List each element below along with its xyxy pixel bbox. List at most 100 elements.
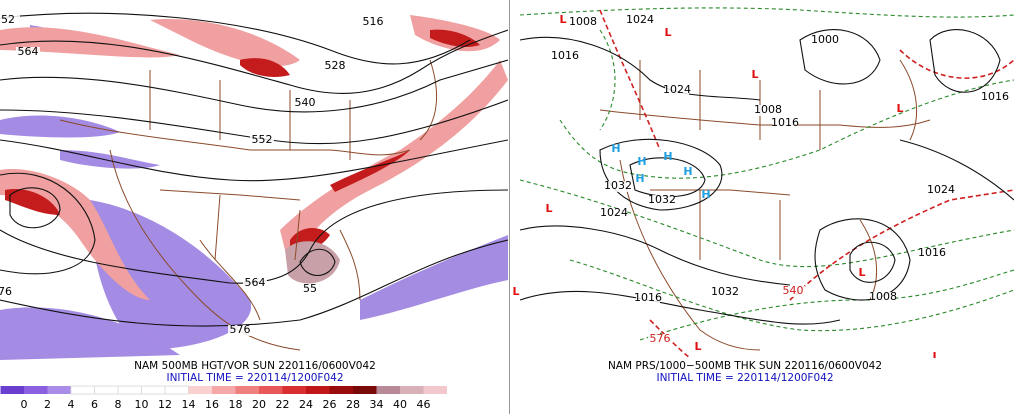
initial-time: INITIAL TIME = 220114/1200F042 (166, 372, 343, 384)
contour-label: 52 (1, 13, 15, 26)
label-bg (323, 61, 347, 72)
colorbar-swatch (188, 386, 212, 394)
contour-label: 576 (650, 332, 671, 345)
label-bg (293, 98, 317, 109)
colorbar-swatch (282, 386, 306, 394)
colorbar-swatch (0, 386, 24, 394)
contour-label: 564 (18, 45, 39, 58)
colorbar-label: 40 (393, 398, 407, 411)
caption: NAM PRS/1000−500MB THK SUN 220116/0600V0… (608, 360, 882, 372)
label-bg (713, 287, 737, 298)
label-bg (781, 286, 805, 297)
colorbar-label: 6 (91, 398, 98, 411)
low-center: L (512, 285, 519, 298)
colorbar-label: 2 (44, 398, 51, 411)
contour-label: 1024 (600, 206, 628, 219)
caption: NAM 500MB HGT/VOR SUN 220116/0600V042 (134, 360, 376, 372)
colorbar-label: 8 (115, 398, 122, 411)
label-bg (298, 284, 322, 295)
contour-label: 1024 (927, 183, 955, 196)
contour-label: 1032 (648, 193, 676, 206)
label-bg (228, 325, 252, 336)
contour-label: 1032 (711, 285, 739, 298)
contour-label: 1016 (771, 116, 799, 129)
label-bg (648, 334, 672, 345)
colorbar-label: 26 (323, 398, 337, 411)
contour-label: 1008 (869, 290, 897, 303)
contour-label: 1000 (811, 33, 839, 46)
colorbar-label: 4 (68, 398, 75, 411)
label-bg (16, 47, 40, 58)
label-bg (553, 51, 577, 62)
contour-label: 552 (252, 133, 273, 146)
initial-time: INITIAL TIME = 220114/1200F042 (656, 372, 833, 384)
low-center: L (664, 26, 671, 39)
colorbar-swatch (353, 386, 377, 394)
colorbar-swatch (212, 386, 236, 394)
contour-label: 1008 (754, 103, 782, 116)
label-bg (983, 92, 1007, 103)
low-center: L (751, 68, 758, 81)
label-bg (813, 35, 837, 46)
colorbar-label: 28 (346, 398, 360, 411)
colorbar-swatch (306, 386, 330, 394)
label-bg (571, 17, 595, 28)
colorbar-swatch (141, 385, 166, 395)
colorbar-swatch (70, 385, 95, 395)
contour-label: 1016 (981, 90, 1009, 103)
high-center: H (683, 165, 692, 178)
colorbar-swatch (94, 385, 119, 395)
colorbar-swatch (423, 386, 447, 394)
high-center: H (663, 150, 672, 163)
low-center: L (858, 266, 865, 279)
contour-label: 55 (303, 282, 317, 295)
colorbar-swatch (117, 385, 142, 395)
label-bg (0, 287, 17, 298)
colorbar-label: 24 (299, 398, 313, 411)
pressure-map: 1008 102410161000102410081016101610241032… (512, 7, 1014, 358)
contour-label: 76 (0, 285, 12, 298)
contour-label: 540 (295, 96, 316, 109)
contour-label: 576 (230, 323, 251, 336)
label-bg (361, 17, 385, 28)
label-bg (871, 292, 895, 303)
low-center: L (559, 13, 566, 26)
colorbar-swatch (376, 386, 400, 394)
colorbar-label: 18 (229, 398, 243, 411)
contour-label: 564 (245, 276, 266, 289)
high-center: H (701, 188, 710, 201)
label-bg (920, 248, 944, 259)
label-bg (243, 278, 267, 289)
high-center: H (611, 142, 620, 155)
contour-label: 1016 (551, 49, 579, 62)
colorbar-label: 0 (21, 398, 28, 411)
high-center: H (635, 172, 644, 185)
label-bg (665, 85, 689, 96)
low-center: L (694, 340, 701, 353)
contour-label: 1032 (604, 179, 632, 192)
contour-label: 516 (363, 15, 384, 28)
colorbar-label: 20 (252, 398, 266, 411)
colorbar-label: 46 (417, 398, 431, 411)
contour-label: 540 (783, 284, 804, 297)
contour-label: 1024 (663, 83, 691, 96)
label-bg (636, 293, 660, 304)
label-bg (0, 15, 20, 26)
colorbar-swatch (259, 386, 283, 394)
colorbar: 0 2 4 6 8 10 12 14 16 18 20 22 24 26 28 34 40 46 (0, 385, 447, 411)
contour-label: 1024 (626, 13, 654, 26)
high-center: H (637, 155, 646, 168)
label-bg (606, 181, 630, 192)
contour-label: 1008 (569, 15, 597, 28)
vorticity-map: 52 516 564 528 540 552 564 55 576 76 (0, 12, 508, 360)
colorbar-swatch (47, 386, 71, 394)
colorbar-label: 12 (158, 398, 172, 411)
label-bg (628, 15, 652, 26)
colorbar-swatch (164, 385, 189, 395)
label-bg (929, 185, 953, 196)
colorbar-label: 16 (205, 398, 219, 411)
colorbar-swatch (24, 386, 48, 394)
colorbar-swatch (235, 386, 259, 394)
colorbar-label: 22 (276, 398, 290, 411)
